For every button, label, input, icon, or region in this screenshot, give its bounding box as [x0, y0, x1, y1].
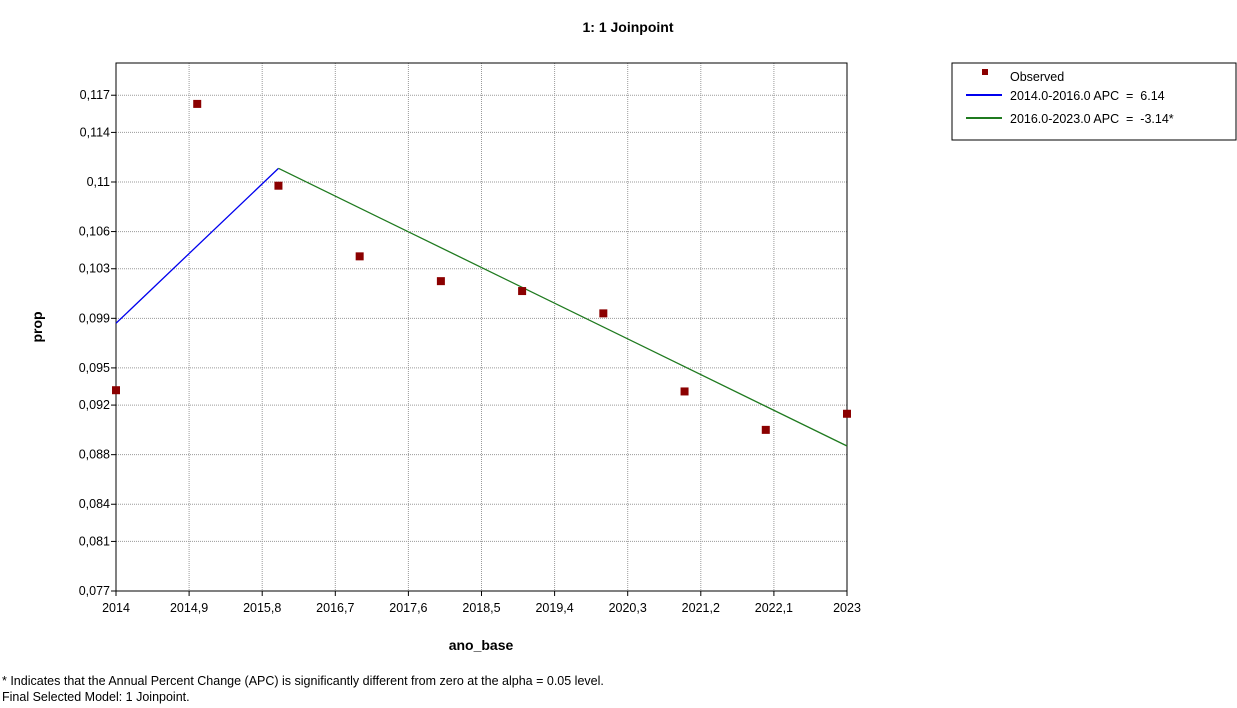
footnote-significance: * Indicates that the Annual Percent Chan… — [2, 674, 604, 688]
observed-point — [112, 386, 120, 395]
x-tick-label: 2023 — [833, 601, 861, 615]
legend-series-1-label: 2014.0-2016.0 APC = 6.14 — [1010, 89, 1165, 103]
y-tick-label: 0,114 — [80, 125, 110, 139]
x-tick-label: 2022,1 — [755, 601, 793, 615]
observed-point — [680, 387, 689, 396]
observed-point — [599, 309, 608, 318]
x-tick-label: 2014 — [102, 601, 130, 615]
x-tick-label: 2018,5 — [462, 601, 500, 615]
y-tick-label: 0,092 — [79, 398, 110, 412]
y-tick-label: 0,11 — [87, 175, 110, 189]
observed-point — [761, 425, 770, 434]
footnote-final-model: Final Selected Model: 1 Joinpoint. — [2, 690, 190, 704]
x-tick-label: 2017,6 — [389, 601, 427, 615]
legend-observed-marker — [982, 69, 988, 75]
y-tick-label: 0,117 — [80, 88, 110, 102]
observed-point — [436, 277, 445, 286]
y-tick-label: 0,077 — [79, 584, 110, 598]
chart-title: 1: 1 Joinpoint — [583, 19, 674, 35]
x-tick-label: 2014,9 — [170, 601, 208, 615]
y-tick-label: 0,081 — [79, 534, 110, 548]
grid-lines — [116, 63, 847, 591]
x-axis-label: ano_base — [449, 637, 514, 653]
fit-segment-2 — [278, 167, 848, 447]
observed-point — [355, 252, 364, 261]
observed-point — [843, 409, 851, 418]
y-tick-label: 0,103 — [79, 262, 110, 276]
y-axis-label: prop — [29, 311, 45, 342]
y-tick-label: 0,084 — [79, 497, 110, 511]
y-tick-label: 0,088 — [79, 448, 110, 462]
legend-series-2-label: 2016.0-2023.0 APC = -3.14* — [1010, 112, 1174, 126]
x-tick-label: 2021,2 — [682, 601, 720, 615]
x-tick-label: 2015,8 — [243, 601, 281, 615]
observed-point — [193, 99, 202, 108]
y-tick-label: 0,099 — [79, 311, 110, 325]
x-tick-label: 2016,7 — [316, 601, 354, 615]
legend-box — [951, 62, 1237, 141]
axis-ticks: 2014 2014,9 2015,8 2016,7 2017,6 2018,5 2019,4… — [79, 88, 861, 615]
fitted-segments — [115, 167, 848, 447]
fit-segment-1 — [115, 167, 279, 324]
legend-observed-label: Observed — [1010, 70, 1064, 84]
legend: Observed 2014.0-2016.0 APC = 6.14 2016.0… — [951, 62, 1237, 141]
x-tick-label: 2019,4 — [535, 601, 573, 615]
observed-point — [518, 287, 527, 296]
observed-point — [274, 181, 283, 190]
y-tick-label: 0,106 — [79, 225, 110, 239]
y-tick-label: 0,095 — [79, 361, 110, 375]
observed-points — [112, 99, 851, 434]
x-tick-label: 2020,3 — [609, 601, 647, 615]
